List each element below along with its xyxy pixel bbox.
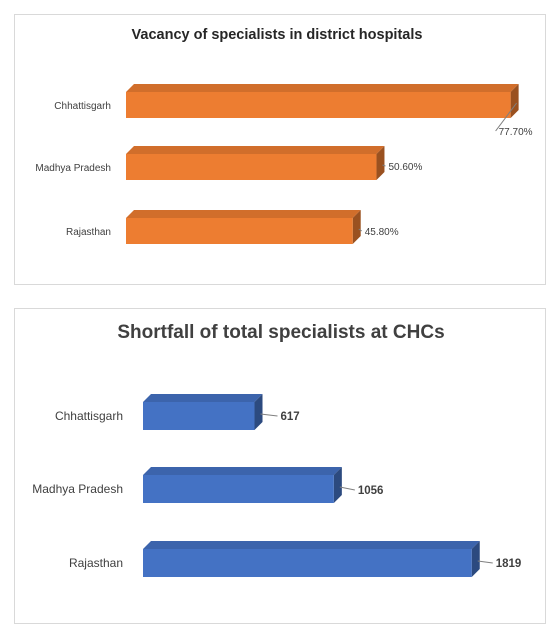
bar-top-face xyxy=(143,467,342,475)
chart-title: Vacancy of specialists in district hospi… xyxy=(132,27,423,43)
bar-side-face xyxy=(352,210,361,244)
bar-top-face xyxy=(126,210,361,218)
data-label: 1056 xyxy=(358,485,384,497)
bar-group xyxy=(143,394,263,430)
category-label: Madhya Pradesh xyxy=(32,482,123,496)
bar-group xyxy=(143,467,342,503)
category-label: Rajasthan xyxy=(69,556,123,570)
bar-side-face xyxy=(254,394,263,430)
leader-line xyxy=(358,228,362,232)
bar-group xyxy=(126,210,361,244)
bar-top-face xyxy=(143,541,480,549)
bar xyxy=(143,475,334,503)
data-label: 45.80% xyxy=(365,227,399,238)
bar-side-face xyxy=(333,467,342,503)
category-label: Chhattisgarh xyxy=(54,101,111,112)
data-label: 1819 xyxy=(496,558,522,570)
chart-title: Shortfall of total specialists at CHCs xyxy=(117,322,444,343)
data-label: 617 xyxy=(281,411,300,423)
leader-line xyxy=(477,560,493,564)
category-label: Rajasthan xyxy=(66,227,111,238)
vacancy-chart: Vacancy of specialists in district hospi… xyxy=(35,27,533,244)
bar-group xyxy=(143,541,480,577)
vacancy-chart-panel: Vacancy of specialists in district hospi… xyxy=(14,14,546,285)
data-label: 50.60% xyxy=(388,162,422,173)
bar xyxy=(126,92,511,118)
bar-side-face xyxy=(471,541,480,577)
category-label: Chhattisgarh xyxy=(55,409,123,423)
data-label: 77.70% xyxy=(499,127,533,138)
bar-top-face xyxy=(143,394,263,402)
bar-top-face xyxy=(126,146,385,154)
bar xyxy=(143,549,472,577)
bar xyxy=(126,154,377,180)
leader-line xyxy=(339,486,355,491)
leader-line xyxy=(382,164,386,167)
shortfall-chart: Shortfall of total specialists at CHCs C… xyxy=(32,322,522,577)
leader-line xyxy=(495,102,518,132)
category-label: Madhya Pradesh xyxy=(35,163,111,174)
bar xyxy=(126,218,353,244)
bar-side-face xyxy=(376,146,385,180)
bar xyxy=(143,402,255,430)
bar-group xyxy=(126,84,519,118)
bar-top-face xyxy=(126,84,519,92)
leader-line xyxy=(260,413,278,417)
shortfall-chart-panel: Shortfall of total specialists at CHCs C… xyxy=(14,308,546,624)
bar-group xyxy=(126,146,385,180)
bar-side-face xyxy=(510,84,519,118)
